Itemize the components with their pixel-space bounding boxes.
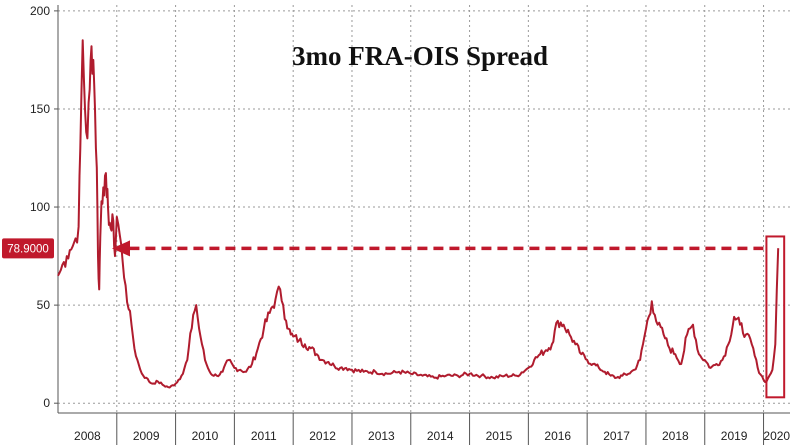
- x-tick-label: 2014: [427, 429, 454, 443]
- callout-arrowhead: [112, 240, 130, 257]
- x-tick-label: 2009: [133, 429, 160, 443]
- x-tick-label: 2011: [251, 429, 277, 443]
- y-tick-label: 150: [30, 102, 50, 116]
- y-tick-label: 100: [30, 200, 50, 214]
- chart-title: 3mo FRA-OIS Spread: [292, 41, 548, 71]
- y-tick-label: 50: [37, 298, 51, 312]
- x-tick-label: 2012: [309, 429, 336, 443]
- x-tick-label: 2017: [603, 429, 630, 443]
- x-tick-label: 2013: [368, 429, 395, 443]
- x-axis: 2008 2009 2010 2011 2012 2013 2014 2015 2016 2017…: [58, 412, 790, 445]
- y-axis: 0 50 100 150 200: [30, 4, 59, 413]
- x-tick-label: 2020: [763, 429, 790, 443]
- y-tick-label: 200: [30, 4, 50, 18]
- x-tick-label: 2018: [662, 429, 689, 443]
- x-tick-label: 2016: [544, 429, 571, 443]
- y-tick-label: 0: [43, 396, 50, 410]
- x-tick-label: 2019: [721, 429, 748, 443]
- x-tick-label: 2010: [192, 429, 219, 443]
- series-line: [57, 39, 780, 389]
- callout-label-background: [2, 238, 54, 259]
- callout-label: 78.9000: [7, 243, 49, 255]
- x-tick-label: 2008: [74, 429, 101, 443]
- callout: 78.9000: [2, 235, 786, 399]
- x-tick-label: 2015: [486, 429, 513, 443]
- grid-lines: [58, 5, 790, 413]
- highlight-box: [765, 235, 786, 399]
